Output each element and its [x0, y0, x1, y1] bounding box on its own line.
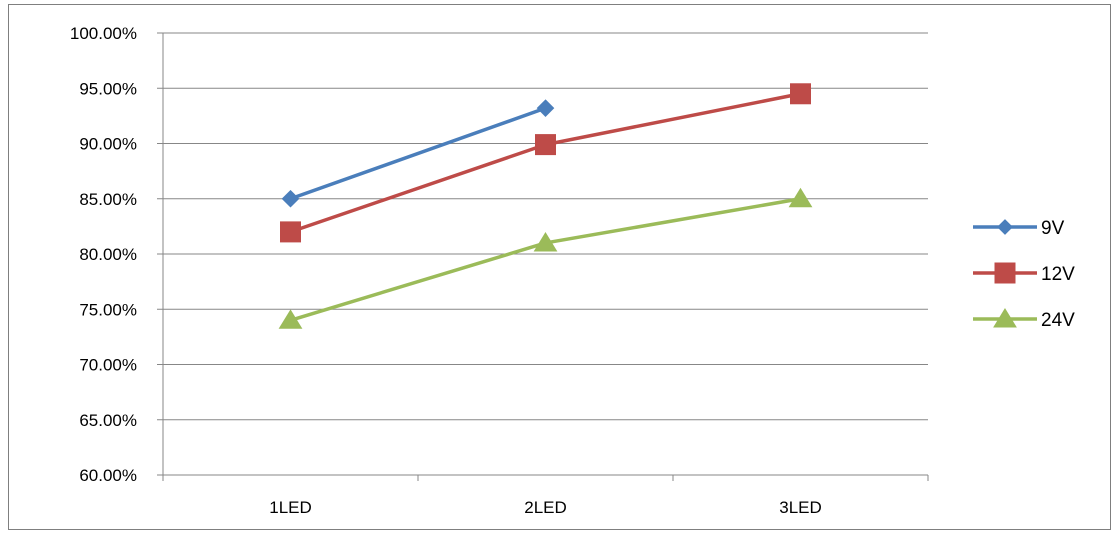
y-tick-label: 100.00%: [70, 24, 137, 43]
data-point-12V: [535, 134, 556, 156]
y-tick-label: 60.00%: [79, 466, 137, 485]
legend-label-24V: 24V: [1041, 310, 1075, 331]
data-point-12V: [790, 83, 811, 105]
legend-marker-12V: [994, 262, 1016, 284]
series-line-24V: [289, 197, 801, 322]
y-tick-label: 75.00%: [79, 300, 137, 319]
data-point-9V: [281, 189, 300, 208]
y-tick-label: 95.00%: [79, 79, 137, 98]
y-tick-label: 65.00%: [79, 411, 137, 430]
data-point-9V: [536, 99, 555, 117]
chart-frame: [8, 4, 1111, 530]
x-tick-label: 3LED: [779, 498, 822, 517]
legend-marker-9V: [997, 219, 1013, 235]
y-tick-label: 80.00%: [79, 245, 137, 264]
x-tick-label: 1LED: [269, 498, 312, 517]
legend-marker-24V: [993, 308, 1017, 328]
series-line-9V: [289, 106, 547, 201]
x-tick-label: 2LED: [524, 498, 567, 517]
data-point-24V: [278, 309, 303, 329]
y-tick-label: 85.00%: [79, 190, 137, 209]
legend-label-12V: 12V: [1041, 264, 1075, 285]
y-tick-label: 90.00%: [79, 135, 137, 154]
legend-label-9V: 9V: [1041, 218, 1065, 239]
data-point-24V: [533, 231, 558, 252]
data-point-12V: [280, 221, 301, 243]
y-tick-label: 70.00%: [79, 356, 137, 375]
data-point-24V: [788, 187, 813, 208]
